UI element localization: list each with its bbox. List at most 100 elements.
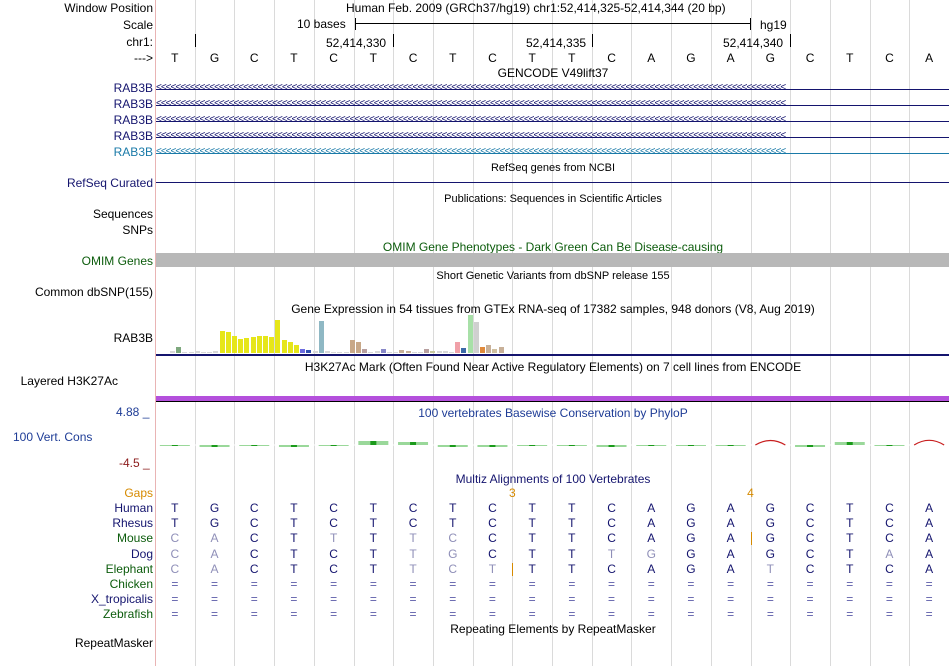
gtex-tissue-bar[interactable] [263,336,268,353]
h3k27ac-signal[interactable] [156,396,949,401]
gencode-transcript-intron[interactable]: <<<<<<<<<<<<<<<<<<<<<<<<<<<<<<<<<<<<<<<<… [156,83,949,95]
gtex-tissue-bar[interactable] [467,315,473,353]
gtex-tissue-bar[interactable] [424,349,430,353]
gtex-tissue-bar[interactable] [300,349,306,353]
species-label[interactable]: Zebrafish [102,607,153,622]
gtex-track-title[interactable]: Gene Expression in 54 tissues from GTEx … [291,302,815,316]
gtex-tissue-bar[interactable] [188,352,194,353]
species-label[interactable]: Human [114,501,153,515]
gtex-tissue-bar[interactable] [455,342,461,353]
gtex-tissue-bar[interactable] [170,351,175,353]
gtex-tissue-bar[interactable] [498,347,504,353]
gtex-tissue-bar[interactable] [442,351,448,353]
gencode-track-title[interactable]: GENCODE V49lift37 [497,66,609,80]
gtex-tissue-bar[interactable] [393,352,399,353]
gtex-tissue-bar[interactable] [318,321,324,353]
dbsnp-track-title[interactable]: Short Genetic Variants from dbSNP releas… [436,270,670,282]
gtex-tissue-bar[interactable] [486,345,492,353]
multiz-track-title[interactable]: Multiz Alignments of 100 Vertebrates [455,472,651,486]
phylop-label[interactable]: 100 Vert. Cons [13,430,93,444]
gtex-tissue-bar[interactable] [244,338,250,353]
gtex-tissue-bar[interactable] [250,337,256,353]
gtex-tissue-bar[interactable] [349,340,355,353]
gtex-tissue-bar[interactable] [430,351,436,353]
gtex-tissue-bar[interactable] [281,340,287,353]
phylop-score-mark[interactable] [913,439,945,446]
gtex-tissue-bar[interactable] [480,347,485,353]
phylop-track-title[interactable]: 100 vertebrates Basewise Conservation by… [418,406,688,420]
gencode-transcript-intron[interactable]: <<<<<<<<<<<<<<<<<<<<<<<<<<<<<<<<<<<<<<<<… [156,131,949,143]
gencode-transcript-label[interactable]: RAB3B [113,129,153,143]
gtex-tissue-bar[interactable] [325,351,330,353]
publications-label[interactable]: Sequences [92,207,153,221]
species-label[interactable]: Elephant [105,561,153,576]
gtex-tissue-bar[interactable] [294,345,299,353]
repeatmasker-label[interactable]: RepeatMasker [74,636,153,650]
gtex-tissue-bar[interactable] [411,352,417,353]
dbsnp-label[interactable]: Common dbSNP(155) [34,285,153,299]
snps-label[interactable]: SNPs [122,223,153,237]
gap-count[interactable]: 3 [508,486,516,500]
gtex-tissue-bar[interactable] [362,349,368,353]
gencode-transcript-label[interactable]: RAB3B [113,113,153,127]
gap-count[interactable]: 4 [747,486,754,500]
gtex-tissue-bar[interactable] [225,332,231,353]
gtex-tissue-bar[interactable] [182,352,188,353]
gencode-transcript-label[interactable]: RAB3B [113,81,153,95]
phylop-score-mark[interactable] [755,439,786,446]
gtex-tissue-bar[interactable] [436,351,442,353]
gtex-tissue-bar[interactable] [368,352,374,353]
refseq-track-title[interactable]: RefSeq genes from NCBI [490,162,616,174]
gtex-tissue-bar[interactable] [449,352,454,353]
gencode-transcript-label[interactable]: RAB3B [113,145,153,159]
gtex-tissue-bar[interactable] [418,352,423,353]
gtex-tissue-bar[interactable] [331,352,337,353]
phylop-plot[interactable] [156,425,950,455]
gtex-tissue-bar[interactable] [405,351,411,353]
gtex-tissue-bar[interactable] [337,352,343,353]
gtex-tissue-bar[interactable] [256,336,262,353]
insertion-marker[interactable] [512,562,514,576]
gtex-tissue-bar[interactable] [461,348,467,353]
gtex-tissue-bar[interactable] [213,351,219,353]
omim-label[interactable]: OMIM Genes [81,254,153,268]
h3k27ac-track-title[interactable]: H3K27Ac Mark (Often Found Near Active Re… [304,360,802,374]
gtex-tissue-bar[interactable] [399,350,405,353]
gtex-label[interactable]: RAB3B [113,331,153,345]
species-label[interactable]: Chicken [109,577,153,591]
gtex-tissue-bar[interactable] [380,349,386,353]
gtex-tissue-bar[interactable] [275,320,281,353]
gencode-transcript-intron[interactable]: <<<<<<<<<<<<<<<<<<<<<<<<<<<<<<<<<<<<<<<<… [156,115,949,127]
gencode-transcript-label[interactable]: RAB3B [113,97,153,111]
gtex-tissue-bar[interactable] [238,339,244,353]
species-label[interactable]: Dog [130,546,153,561]
gtex-tissue-bar[interactable] [287,342,293,353]
gencode-transcript-intron[interactable]: <<<<<<<<<<<<<<<<<<<<<<<<<<<<<<<<<<<<<<<<… [156,99,949,111]
insertion-marker[interactable] [750,532,752,546]
gtex-tissue-bar[interactable] [194,351,200,353]
gtex-tissue-bar[interactable] [232,336,237,353]
h3k27ac-label[interactable]: Layered H3K27Ac [20,374,118,388]
gtex-tissue-bar[interactable] [269,337,275,353]
gtex-tissue-bar[interactable] [492,349,498,353]
refseq-label[interactable]: RefSeq Curated [66,176,153,190]
species-label[interactable]: Mouse [116,531,153,546]
gtex-tissue-bar[interactable] [176,347,182,353]
gaps-label[interactable]: Gaps [124,486,153,500]
gtex-tissue-bar[interactable] [312,351,318,353]
gtex-tissue-bar[interactable] [356,342,361,353]
gtex-tissue-bar[interactable] [219,331,225,353]
gtex-tissue-bar[interactable] [306,350,312,353]
refseq-gene-line[interactable] [156,182,949,183]
omim-gene-bar[interactable] [156,253,949,267]
species-label[interactable]: X_tropicalis [90,592,153,607]
species-label[interactable]: Rhesus [112,516,153,531]
repeatmasker-track-title[interactable]: Repeating Elements by RepeatMasker [450,622,656,636]
omim-track-title[interactable]: OMIM Gene Phenotypes - Dark Green Can Be… [382,240,724,254]
gtex-tissue-bar[interactable] [473,322,479,353]
gencode-transcript-intron[interactable]: <<<<<<<<<<<<<<<<<<<<<<<<<<<<<<<<<<<<<<<<… [156,147,949,159]
gtex-tissue-bar[interactable] [374,351,380,353]
gtex-tissue-bar[interactable] [343,352,349,353]
gtex-tissue-bar[interactable] [387,352,392,353]
publications-track-title[interactable]: Publications: Sequences in Scientific Ar… [444,193,662,205]
